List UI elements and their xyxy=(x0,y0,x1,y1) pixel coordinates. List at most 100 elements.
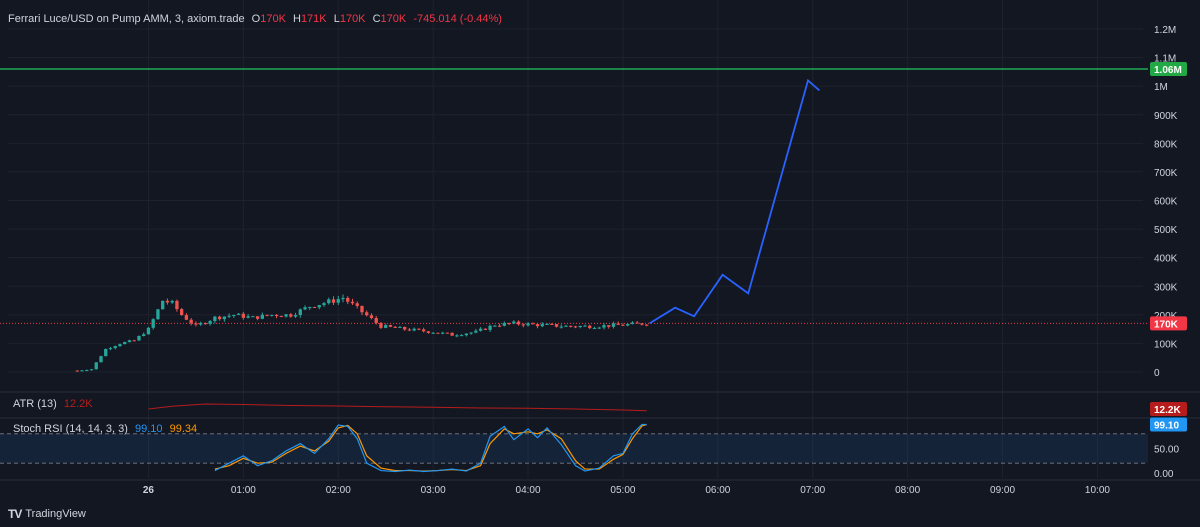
candle-body xyxy=(151,319,155,328)
stoch-k-line xyxy=(214,423,647,473)
price-axis[interactable]: 1.2M 1.1M 1M 900K 800K 700K 600K 500K 400K 300K 20… xyxy=(1154,25,1178,379)
candle-body xyxy=(602,325,606,328)
time-tick-label: 05:00 xyxy=(610,485,635,496)
candle-body xyxy=(146,327,151,335)
stoch-axis[interactable]: 50.00 0.00 xyxy=(1154,445,1179,481)
time-tick-label: 03:00 xyxy=(421,485,446,496)
stoch-value-tag-bg xyxy=(1150,417,1187,432)
time-tick-label: 04:00 xyxy=(516,485,541,496)
candle-body xyxy=(355,303,359,306)
candle-body xyxy=(426,331,431,333)
candle-body xyxy=(284,314,288,317)
candle-body xyxy=(635,322,639,324)
candle-body xyxy=(303,307,307,310)
candle-body xyxy=(583,325,587,327)
stoch-value-tag: 99.10 xyxy=(1150,417,1187,432)
candle-body xyxy=(384,325,388,328)
high-label: H xyxy=(292,13,301,25)
candle-body xyxy=(554,324,559,327)
candle-body xyxy=(208,321,212,324)
high-value: 171K xyxy=(300,13,327,25)
candle-body xyxy=(512,321,516,324)
symbol-title[interactable]: Ferrari Luce/USD on Pump AMM, 3, axiom.t… xyxy=(8,13,245,25)
candle-body xyxy=(488,325,492,330)
candle-body xyxy=(607,325,611,327)
candle-body xyxy=(365,312,369,316)
candle-body xyxy=(578,326,582,328)
candle-body xyxy=(493,325,497,327)
target-price-tag-bg xyxy=(1150,62,1187,77)
atr-value-tag-text: 12.2K xyxy=(1154,405,1181,416)
grid xyxy=(8,0,1143,478)
candle-body xyxy=(412,328,416,331)
candle-body xyxy=(497,325,502,327)
atr-value-tag: 12.2K xyxy=(1150,402,1187,416)
candle-body xyxy=(80,370,84,372)
open-value: 170K xyxy=(260,13,286,25)
candle-body xyxy=(445,332,450,334)
atr-legend[interactable]: ATR (13) 12.2K xyxy=(13,398,93,410)
candle-body xyxy=(521,324,525,326)
open-label: O xyxy=(251,13,261,25)
candle-body xyxy=(516,321,521,325)
time-tick-label: 02:00 xyxy=(326,485,351,496)
footer xyxy=(0,500,1200,527)
candle-body xyxy=(346,297,350,302)
stoch-tick-label: 50.00 xyxy=(1154,445,1179,456)
price-tick-label: 900K xyxy=(1154,111,1178,122)
atr-pane[interactable] xyxy=(148,403,647,412)
stoch-legend[interactable]: Stoch RSI (14, 14, 3, 3) 99.10 99.34 xyxy=(13,423,197,435)
candle-body xyxy=(227,315,231,317)
candle-body xyxy=(118,344,122,347)
candle-body xyxy=(104,349,108,357)
candle-body xyxy=(317,305,321,308)
candle-body xyxy=(113,346,117,349)
candle-body xyxy=(550,323,554,325)
atr-value: 12.2K xyxy=(63,398,93,410)
candle-body xyxy=(293,315,298,317)
target-price-tag: 1.06M xyxy=(1150,62,1187,76)
price-tick-label: 1M xyxy=(1154,82,1168,93)
stoch-k-value: 99.10 xyxy=(135,423,163,435)
close-value: 170K xyxy=(380,13,407,25)
candle-body xyxy=(369,315,374,319)
candle-body xyxy=(403,326,407,330)
candle-body xyxy=(327,299,331,304)
candle-body xyxy=(379,322,383,328)
candle-body xyxy=(298,309,302,316)
price-tick-label: 600K xyxy=(1154,197,1178,208)
candle-body xyxy=(203,323,208,325)
price-tick-label: 100K xyxy=(1154,339,1178,350)
candle-body xyxy=(123,342,127,345)
pane-separators[interactable] xyxy=(0,391,1200,481)
candle-body xyxy=(94,362,98,370)
main-legend[interactable]: Ferrari Luce/USD on Pump AMM, 3, axiom.t… xyxy=(8,13,502,25)
projection-line[interactable] xyxy=(649,78,820,325)
tradingview-logo-icon: TV xyxy=(8,507,22,521)
candle-body xyxy=(459,335,464,337)
candle-body xyxy=(331,299,336,303)
candle-body xyxy=(531,323,535,325)
candle-body xyxy=(241,313,246,318)
candle-body xyxy=(483,328,488,330)
time-tick-label: 07:00 xyxy=(800,485,825,496)
candle-body xyxy=(455,335,459,337)
candle-body xyxy=(626,324,630,326)
candle-body xyxy=(142,334,146,336)
candle-body xyxy=(336,299,340,303)
stoch-rsi-pane[interactable] xyxy=(0,423,1148,473)
candle-body xyxy=(407,329,412,331)
candle-body xyxy=(398,326,402,328)
candle-body xyxy=(255,316,260,319)
main-price-pane[interactable] xyxy=(0,68,1148,372)
tradingview-brand[interactable]: TV TradingView xyxy=(8,507,86,521)
time-axis[interactable]: 26 01:00 02:00 03:00 04:00 05:00 06:00 07:00 08:… xyxy=(143,485,1111,496)
candle-body xyxy=(260,314,264,319)
candle-body xyxy=(265,314,269,316)
candle-body xyxy=(137,335,141,341)
candle-body xyxy=(616,323,620,325)
candles xyxy=(75,294,649,372)
candle-body xyxy=(189,319,193,324)
candle-body xyxy=(213,316,217,322)
